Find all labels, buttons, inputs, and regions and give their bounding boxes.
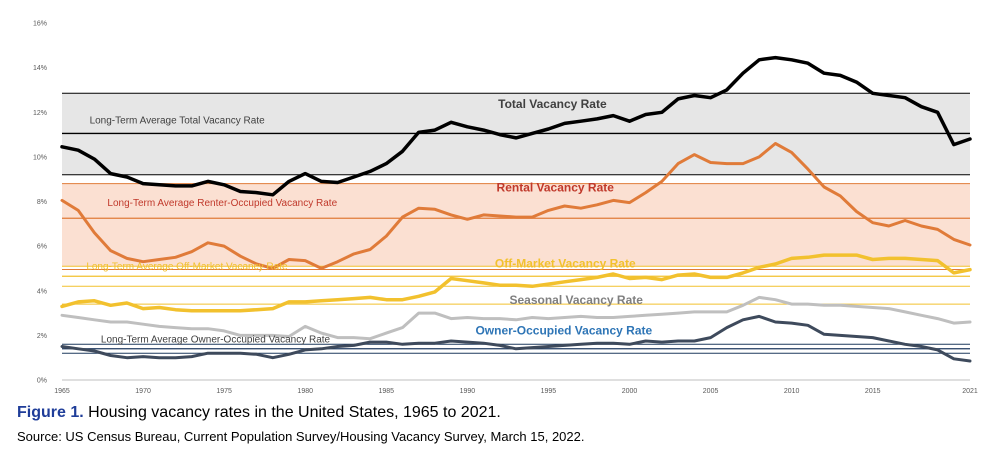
off-market-vacancy-rate-line	[60, 253, 972, 313]
chart-labels: Long-Term Average Total Vacancy Rate Long…	[86, 97, 652, 346]
y-tick-label: 2%	[37, 333, 47, 340]
y-tick-label: 4%	[37, 288, 47, 295]
y-tick-label: 12%	[33, 110, 47, 117]
x-tick-label: 2021	[962, 388, 978, 395]
owner-occupied-vacancy-rate-label: Owner-Occupied Vacancy Rate	[475, 323, 652, 337]
off-market-vacancy-rate-label: Off-Market Vacancy Rate	[495, 256, 636, 270]
vacancy-rate-chart: 0% 2% 4% 6% 8% 10% 12% 14% 16% 1965 1970 1975 1980 19…	[33, 21, 978, 396]
x-tick-label: 1965	[54, 388, 70, 395]
total-vacancy-rate-line	[60, 55, 972, 197]
y-tick-label: 16%	[33, 21, 47, 28]
range-bands	[62, 93, 970, 354]
x-tick-label: 2010	[784, 388, 800, 395]
y-tick-label: 6%	[37, 244, 47, 251]
seasonal-vacancy-rate-label: Seasonal Vacancy Rate	[510, 293, 644, 307]
average-label-0: Long-Term Average Total Vacancy Rate	[90, 115, 266, 126]
rental-vacancy-rate-line	[60, 142, 972, 270]
figure-label: Figure 1.	[17, 404, 84, 421]
rental-vacancy-rate-label: Rental Vacancy Rate	[497, 180, 615, 194]
x-tick-label: 2005	[703, 388, 719, 395]
figure-source: Source: US Census Bureau, Current Popula…	[17, 429, 585, 444]
figure-title: Housing vacancy rates in the United Stat…	[88, 404, 497, 421]
owner-occupied-vacancy-rate-line	[60, 314, 972, 363]
y-tick-label: 8%	[37, 199, 47, 206]
x-tick-label: 1985	[378, 388, 394, 395]
x-tick-label: 1980	[297, 388, 313, 395]
average-label-1: Long-Term Average Renter-Occupied Vacanc…	[107, 198, 337, 209]
x-tick-label: 2015	[865, 388, 881, 395]
x-tick-label: 1995	[541, 388, 557, 395]
x-tick-label: 1975	[216, 388, 232, 395]
y-tick-label: 0%	[37, 378, 47, 385]
series-lines	[60, 55, 972, 363]
axes: 0% 2% 4% 6% 8% 10% 12% 14% 16% 1965 1970 1975 1980 19…	[33, 21, 978, 396]
y-tick-label: 14%	[33, 65, 47, 72]
total-vacancy-rate-label: Total Vacancy Rate	[498, 97, 607, 111]
x-tick-label: 1990	[460, 388, 476, 395]
average-label-2: Long-Term Average Off-Market Vacancy Rat…	[86, 262, 288, 273]
x-tick-label: 1970	[135, 388, 151, 395]
average-label-3: Long-Term Average Owner-Occupied Vacancy…	[101, 335, 331, 346]
y-tick-label: 10%	[33, 154, 47, 161]
figure-caption: Figure 1. Housing vacancy rates in the U…	[17, 404, 501, 421]
seasonal-vacancy-rate-line	[60, 295, 972, 341]
x-tick-label: 2000	[622, 388, 638, 395]
